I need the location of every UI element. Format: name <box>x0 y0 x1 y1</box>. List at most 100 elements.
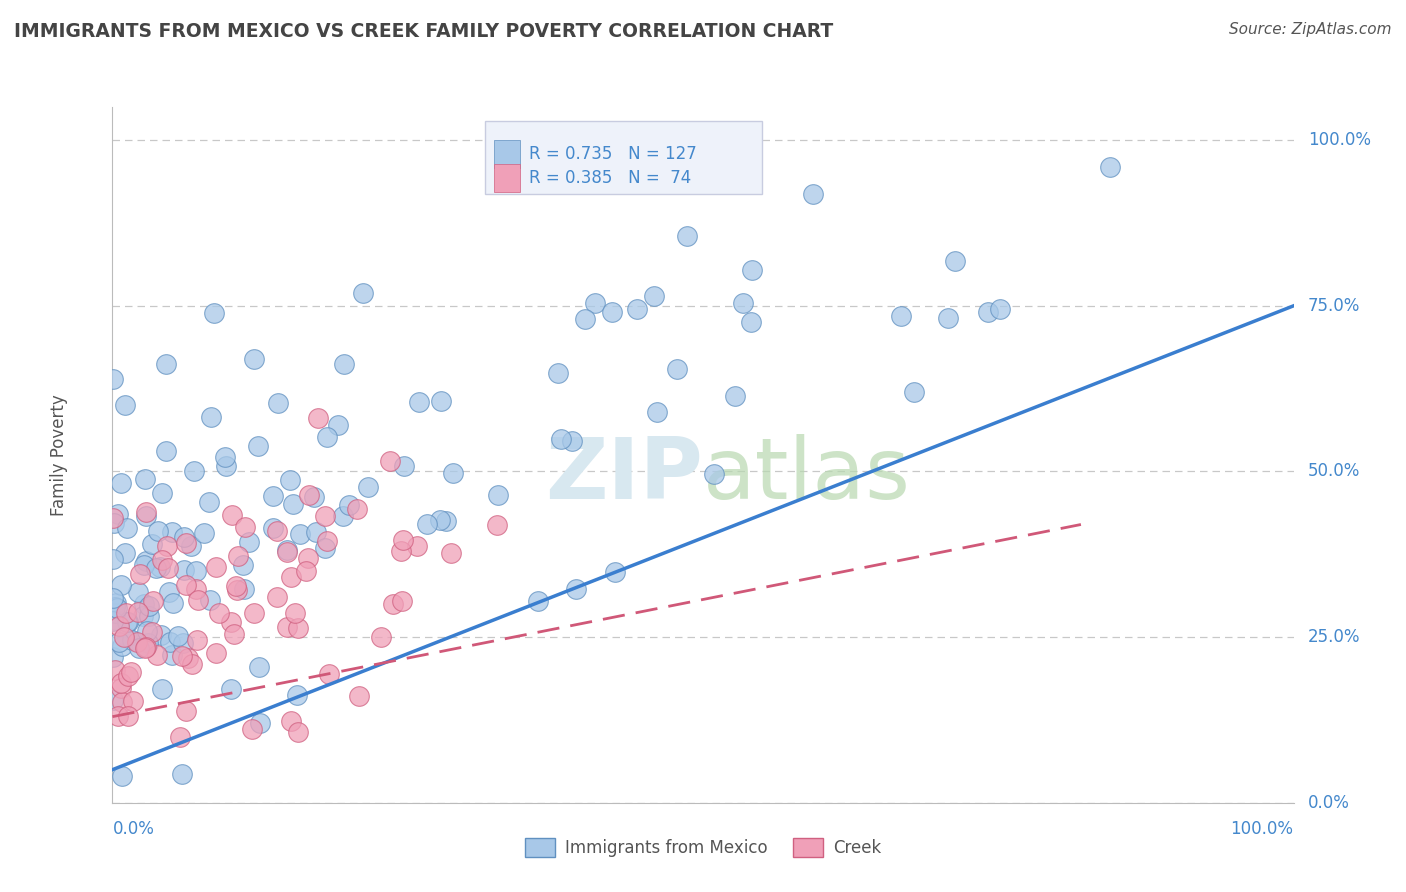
Point <box>626 302 648 317</box>
Point <box>226 549 249 564</box>
Point <box>936 311 959 326</box>
Point <box>224 627 246 641</box>
Point <box>160 648 183 662</box>
Point <box>174 704 197 718</box>
Point <box>262 521 284 535</box>
Point <box>138 609 160 624</box>
Point <box>434 514 457 528</box>
Point <box>302 490 325 504</box>
Point <box>378 454 401 468</box>
Point <box>104 599 127 614</box>
Point <box>141 537 163 551</box>
Point <box>104 663 127 677</box>
Point <box>242 607 264 621</box>
Point <box>276 544 298 558</box>
Point <box>152 553 174 567</box>
Point <box>733 296 755 310</box>
Point <box>105 613 128 627</box>
Point <box>198 494 221 508</box>
Point <box>169 730 191 744</box>
Point <box>183 464 205 478</box>
Point <box>280 473 302 487</box>
Point <box>117 709 139 723</box>
Point <box>142 594 165 608</box>
Point <box>135 624 157 639</box>
Text: 50.0%: 50.0% <box>1308 462 1360 481</box>
Point <box>132 608 155 623</box>
Point <box>134 472 156 486</box>
Point <box>115 631 138 645</box>
Point <box>441 466 464 480</box>
Point <box>135 640 157 655</box>
Point <box>110 578 132 592</box>
Point <box>314 541 336 555</box>
Point <box>357 480 380 494</box>
Point <box>150 628 173 642</box>
Point <box>284 607 307 621</box>
Text: 25.0%: 25.0% <box>1308 628 1360 646</box>
Point <box>177 650 200 665</box>
Point <box>415 517 437 532</box>
Point <box>561 434 583 448</box>
Point <box>150 486 173 500</box>
Point <box>101 552 124 566</box>
Point <box>247 660 270 674</box>
Point <box>332 357 354 371</box>
Point <box>215 458 238 473</box>
Point <box>943 254 966 268</box>
Point <box>242 352 264 367</box>
Point <box>297 551 319 566</box>
Point <box>294 564 316 578</box>
Point <box>232 558 254 572</box>
Point <box>162 596 184 610</box>
Point <box>107 507 129 521</box>
Point <box>801 186 824 201</box>
Point <box>145 560 167 574</box>
Point <box>173 530 195 544</box>
Point <box>288 527 311 541</box>
Point <box>138 599 160 614</box>
Point <box>202 306 225 320</box>
Point <box>110 476 132 491</box>
Point <box>150 682 173 697</box>
Point <box>155 357 177 371</box>
Point <box>565 582 588 596</box>
Text: atlas: atlas <box>703 434 911 517</box>
Point <box>127 605 149 619</box>
Point <box>339 499 361 513</box>
Point <box>676 228 699 243</box>
Point <box>315 430 337 444</box>
Point <box>157 585 180 599</box>
Point <box>382 597 405 611</box>
Point <box>112 630 135 644</box>
Point <box>121 694 143 708</box>
Point <box>602 305 624 319</box>
FancyBboxPatch shape <box>494 140 520 168</box>
Point <box>132 597 155 611</box>
Point <box>107 708 129 723</box>
Point <box>156 540 179 554</box>
Point <box>174 578 197 592</box>
Point <box>155 444 177 458</box>
Point <box>346 502 368 516</box>
Point <box>101 591 124 606</box>
Point <box>280 714 302 728</box>
Point <box>135 509 157 524</box>
Point <box>988 301 1011 316</box>
Point <box>115 606 138 620</box>
Point <box>889 309 911 323</box>
Point <box>225 579 247 593</box>
Point <box>193 525 215 540</box>
Point <box>550 433 572 447</box>
FancyBboxPatch shape <box>485 121 762 194</box>
Point <box>108 619 131 633</box>
Point <box>266 590 288 604</box>
Point <box>157 561 180 575</box>
Point <box>174 535 197 549</box>
Point <box>134 641 156 656</box>
Point <box>314 508 336 523</box>
Point <box>332 509 354 524</box>
Point <box>101 693 124 707</box>
Point <box>486 488 509 502</box>
Point <box>740 315 762 329</box>
